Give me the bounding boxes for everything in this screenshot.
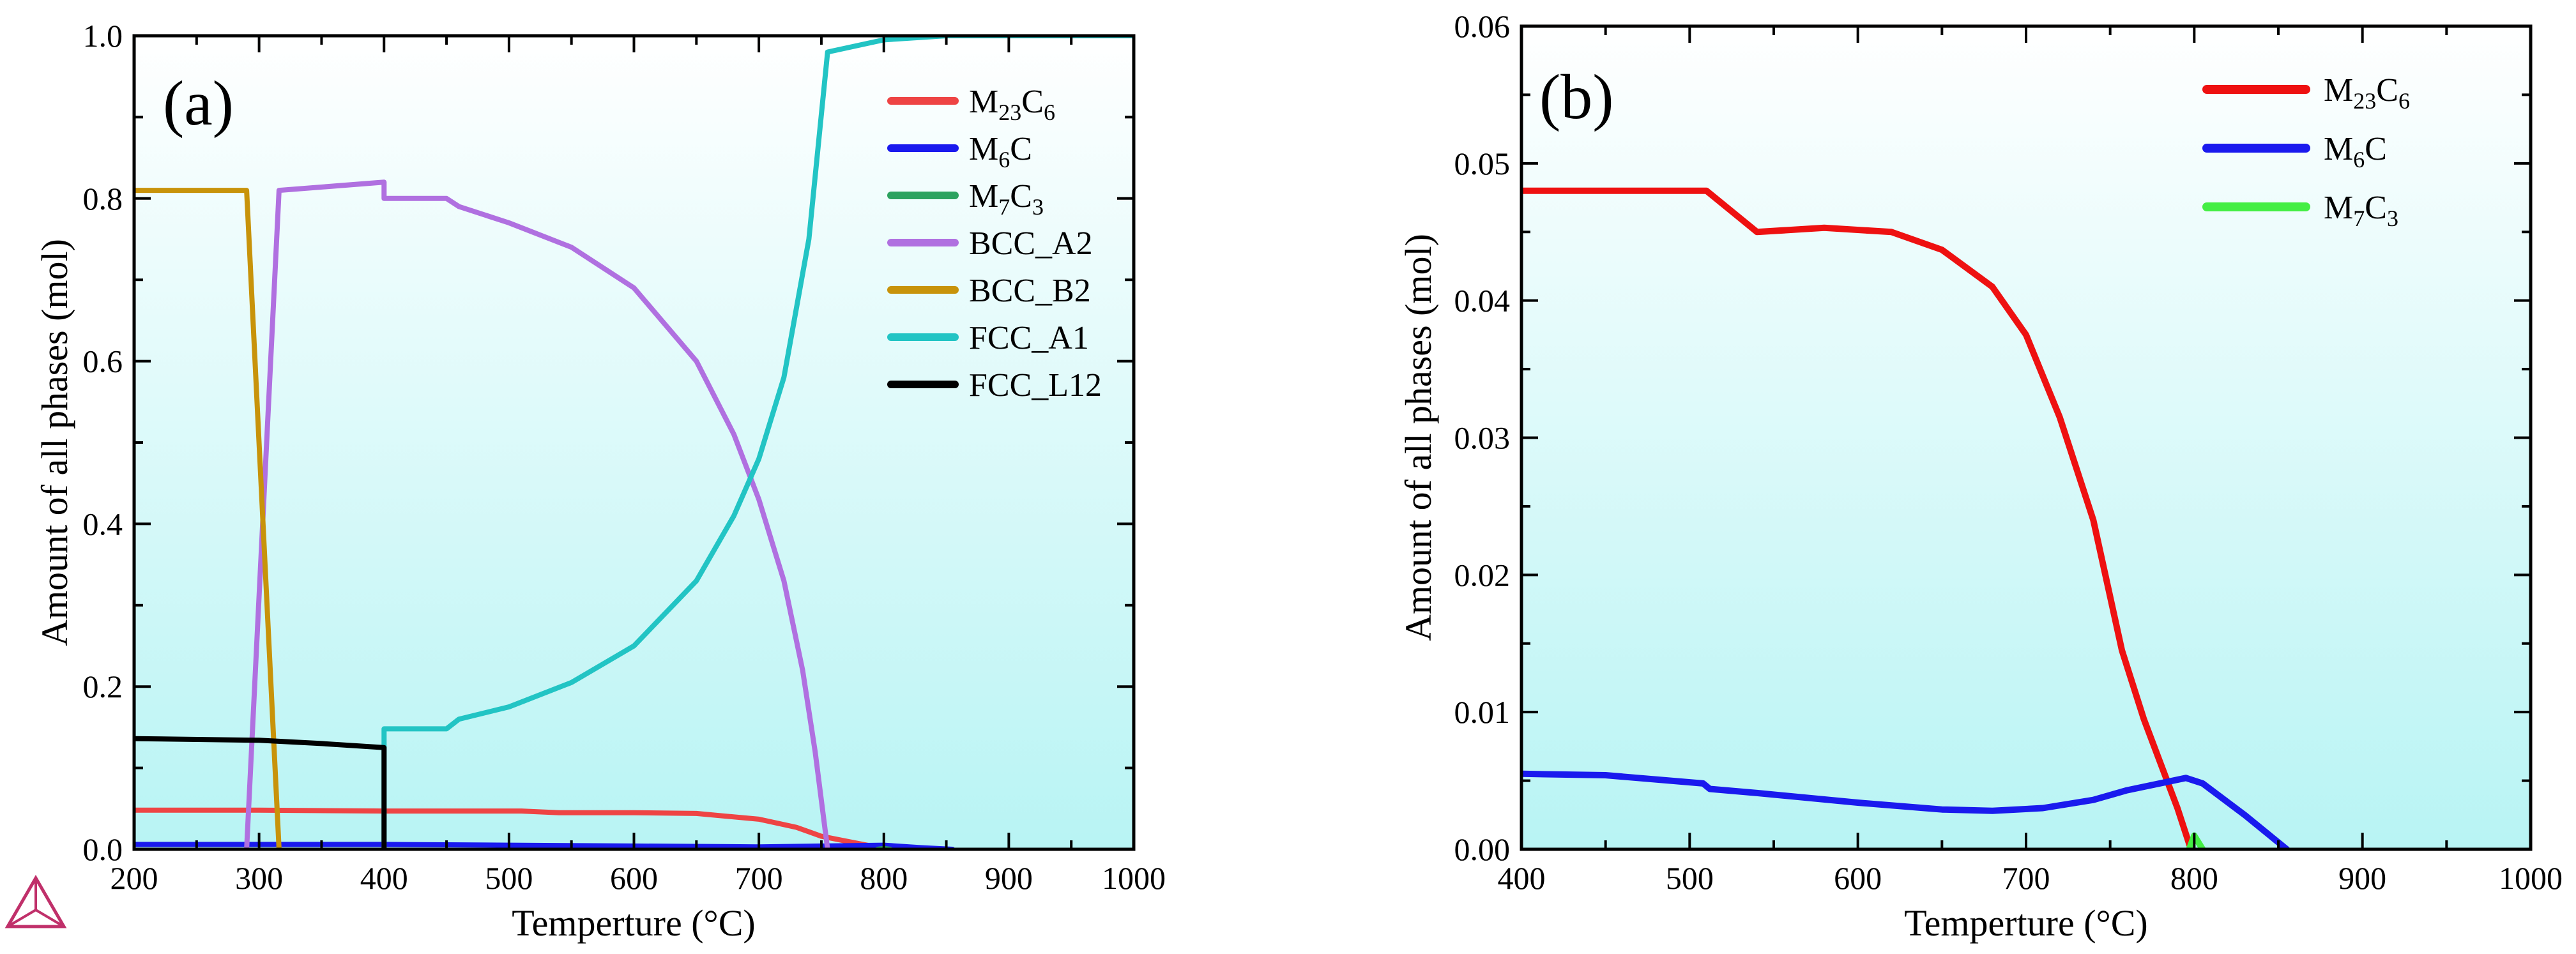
chart-panel-a: 200 300 400 500 600 700 800 900 1000 0.00.20.40.… (4, 18, 1166, 944)
x-tick-label: 700 (735, 860, 783, 896)
series-line-m23c6 (1521, 187, 2195, 849)
x-ticks-a: 200 300 400 500 600 700 800 900 1000 (111, 36, 1166, 896)
legend-label: M6C (2324, 131, 2387, 172)
y-axis-title-b: Amount of all phases (mol) (1398, 234, 1439, 641)
plot-area-b (1521, 26, 2531, 849)
x-tick-label: 900 (985, 860, 1033, 896)
legend-label: BCC_A2 (969, 225, 1093, 262)
x-tick-label: 700 (2002, 860, 2050, 896)
legend-label: BCC_B2 (969, 273, 1091, 309)
x-tick-label: 200 (111, 860, 158, 896)
y-tick-label: 0.05 (1454, 146, 1511, 181)
legend-label: M6C (969, 131, 1032, 172)
legend-label: M7C3 (969, 178, 1044, 220)
legend-b: M23C6 M6C M7C3 (2202, 72, 2410, 231)
legend-item-m23c6: M23C6 (887, 84, 1055, 125)
x-ticks-b: 400 500 600 700 800 900 1000 (1498, 26, 2563, 896)
legend-item-m7c3: M7C3 (887, 178, 1044, 220)
x-axis-title-a: Temperture (°C) (512, 902, 755, 944)
plot-area-a (134, 36, 1134, 849)
legend-label: M7C3 (2324, 190, 2398, 231)
legend-item-fcc-a1: FCC_A1 (887, 320, 1089, 356)
legend-label: M23C6 (2324, 72, 2410, 114)
legend-item-m6c: M6C (2202, 131, 2387, 172)
legend-label: FCC_A1 (969, 320, 1089, 356)
series-line-fcc-a1 (381, 36, 1134, 849)
x-tick-label: 800 (860, 860, 908, 896)
series-line-m6c (1521, 770, 2290, 849)
y-tick-label: 0.6 (83, 344, 123, 379)
legend-item-bcc-a2: BCC_A2 (887, 225, 1093, 262)
y-tick-label: 0.06 (1454, 8, 1511, 44)
thermo-calc-logo (4, 875, 67, 928)
x-tick-label: 600 (1834, 860, 1882, 896)
y-tick-label: 0.03 (1454, 420, 1511, 456)
legend-item-fcc-l12: FCC_L12 (887, 367, 1102, 404)
y-axis-title-a: Amount of all phases (mol) (34, 239, 75, 646)
legend-label: FCC_L12 (969, 367, 1102, 404)
y-ticks-b: 0.00 0.01 0.02 0.03 0.04 0.05 0.06 (1454, 8, 2531, 867)
legend-item-m6c: M6C (887, 131, 1032, 172)
y-tick-label: 0.2 (83, 669, 123, 704)
series-line-fcc-l12 (134, 736, 387, 849)
y-tick-label: 1.0 (83, 18, 123, 54)
y-tick-label: 0.0 (83, 831, 123, 867)
x-tick-label: 900 (2338, 860, 2386, 896)
x-tick-label: 300 (235, 860, 283, 896)
x-tick-label: 500 (1666, 860, 1714, 896)
legend-a: M23C6 M6C M7C3 BCC_A2 BCC_B2 FCC_A1 FCC_L12 (887, 84, 1102, 404)
x-tick-label: 1000 (1102, 860, 1166, 896)
series-line-m23c6 (134, 807, 887, 849)
y-tick-label: 0.02 (1454, 557, 1511, 593)
legend-item-m23c6: M23C6 (2202, 72, 2410, 114)
panel-label-a: (a) (163, 68, 234, 139)
legend-label: M23C6 (969, 84, 1055, 125)
legend-item-bcc-b2: BCC_B2 (887, 273, 1091, 309)
x-tick-label: 400 (360, 860, 408, 896)
series-line-bcc-a2 (244, 179, 830, 849)
y-tick-label: 0.4 (83, 506, 123, 541)
y-tick-label: 0.01 (1454, 694, 1511, 730)
y-tick-label: 0.8 (83, 181, 123, 216)
x-tick-label: 500 (485, 860, 533, 896)
y-tick-label: 0.04 (1454, 283, 1511, 319)
x-axis-title-b: Temperture (°C) (1904, 902, 2147, 944)
x-tick-label: 800 (2170, 860, 2218, 896)
y-ticks-a: 0.0 0.2 0.4 0.6 0.8 1.0 (83, 18, 1134, 867)
x-tick-label: 1000 (2499, 860, 2563, 896)
chart-panel-b: 400 500 600 700 800 900 1000 0.000.010.020.030… (1398, 8, 2563, 944)
legend-item-m7c3: M7C3 (2202, 190, 2398, 231)
x-tick-label: 400 (1498, 860, 1546, 896)
x-tick-label: 600 (610, 860, 658, 896)
series-line-bcc-b2 (134, 188, 282, 849)
panel-label-b: (b) (1539, 61, 1614, 132)
y-tick-label: 0.00 (1454, 831, 1511, 867)
